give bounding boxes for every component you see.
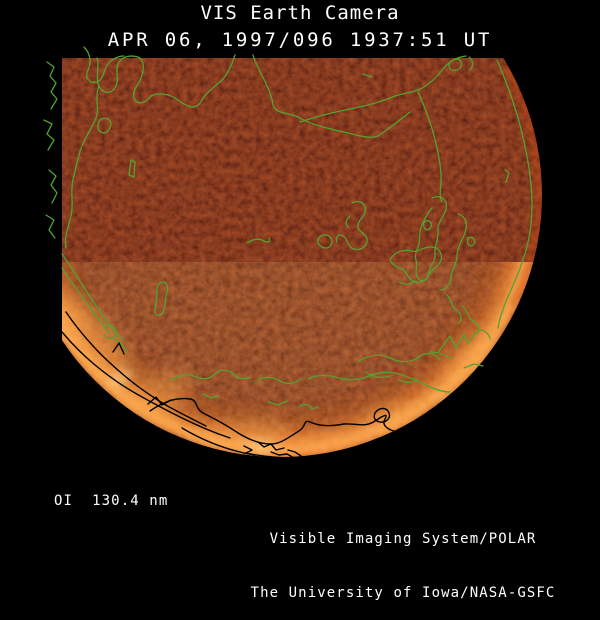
image-timestamp: APR 06, 1997/096 1937:51 UT bbox=[107, 29, 493, 51]
continent-outlines-green bbox=[43, 46, 533, 410]
continent-outlines-black bbox=[61, 311, 431, 466]
image-title: VIS Earth Camera bbox=[200, 2, 400, 24]
system-label: Visible Imaging System/POLAR bbox=[269, 531, 537, 547]
wavelength-label: OI 130.4 nm bbox=[54, 493, 169, 509]
earth-camera-image bbox=[43, 46, 542, 466]
earth-disk bbox=[62, 58, 542, 457]
institution-label: The University of Iowa/NASA-GSFC bbox=[250, 585, 556, 601]
credit-block: Visible Imaging System/POLAR The Univers… bbox=[251, 494, 556, 620]
right-rim-glow bbox=[503, 64, 542, 308]
